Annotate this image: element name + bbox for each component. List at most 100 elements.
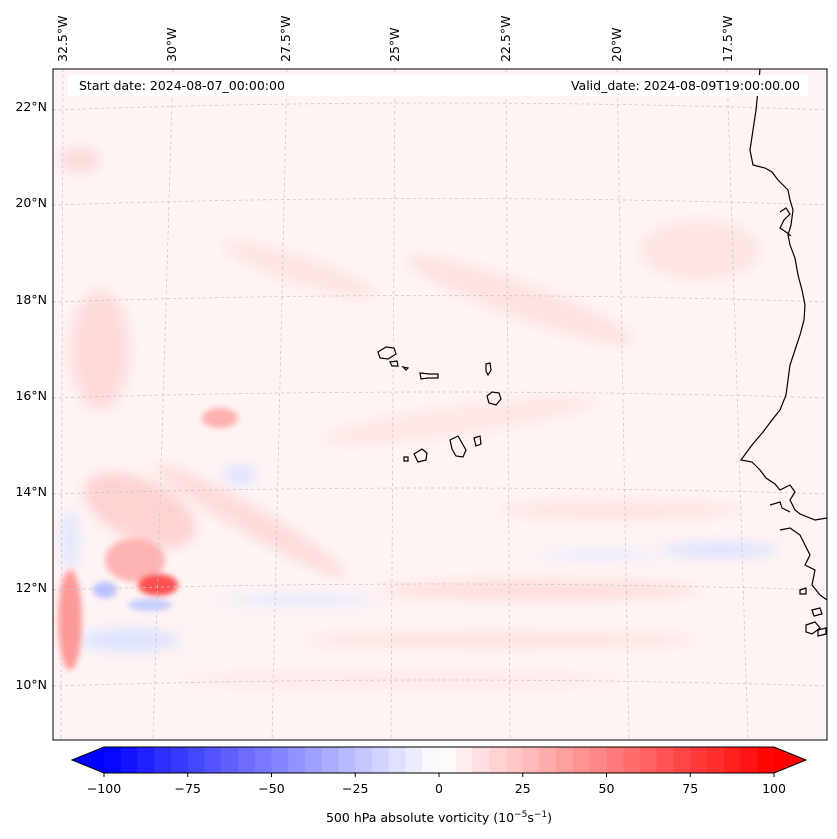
map-area [53, 69, 827, 740]
gridline-lat-10 [53, 679, 827, 687]
island-sao-vicente [389, 360, 399, 367]
gridline-lon-20 [616, 69, 630, 740]
colorbar: −100 −75 −50 −25 0 25 50 75 100 500 hPa absolute… [70, 746, 808, 825]
gridline-lon-25 [390, 69, 396, 740]
colorbar-segment [104, 747, 122, 773]
colorbar-segment [573, 747, 591, 773]
colorbar-segment [556, 747, 574, 773]
coastline-bijagos-3 [805, 621, 821, 635]
gridline-lon-27-5 [271, 69, 288, 740]
colorbar-extend-min [72, 747, 104, 773]
colorbar-segment [623, 747, 641, 773]
colorbar-segment [321, 747, 340, 773]
valid-date-label: Valid_date: 2024-08-09T19:00:00.00 [571, 78, 800, 93]
colorbar-segment [640, 747, 658, 773]
colorbar-label: 500 hPa absolute vorticity (10−5s−1) [326, 810, 552, 825]
colorbar-segment [254, 747, 273, 773]
lon-tick-20: 20°W [609, 27, 624, 62]
lon-tick-labels: 32.5°W 30°W 27.5°W 25°W 22.5°W 20°W 17.5… [55, 16, 735, 62]
colorbar-segment [606, 747, 624, 773]
lat-tick-14: 14°N [15, 484, 47, 499]
colorbar-segment [372, 747, 390, 773]
island-sal [485, 362, 492, 377]
gridline-lat-16 [53, 391, 827, 399]
colorbar-segment [154, 747, 172, 773]
colorbar-ticks: −100 −75 −50 −25 0 25 50 75 100 [87, 773, 786, 796]
island-santiago [449, 435, 467, 458]
lat-tick-10: 10°N [15, 677, 47, 692]
colorbar-segment [137, 747, 155, 773]
lon-tick-22-5: 22.5°W [498, 16, 513, 62]
map-background [53, 69, 827, 740]
colorbar-segment [740, 747, 758, 773]
coastline-dakhla-bay [779, 207, 792, 237]
vorticity-strong [58, 408, 238, 670]
lon-tick-17-5: 17.5°W [720, 16, 735, 62]
gridline-lat-20 [53, 198, 827, 206]
island-maio [473, 435, 482, 447]
colorbar-segment [522, 747, 541, 773]
colorbar-segment [472, 747, 490, 773]
lat-tick-12: 12°N [15, 580, 47, 595]
colorbar-segment [656, 747, 675, 773]
colorbar-segment [690, 747, 708, 773]
vorticity-weak-positive [60, 148, 760, 688]
coastline-bijagos-4 [817, 627, 827, 637]
lat-tick-22: 22°N [15, 99, 47, 114]
colorbar-tick-label: 0 [435, 781, 443, 796]
colorbar-segment [221, 747, 239, 773]
colorbar-segment [422, 747, 440, 773]
coastline-guinea-bissau [779, 527, 827, 601]
colorbar-tick-label: −50 [258, 781, 284, 796]
coastline-gambia [769, 501, 791, 513]
island-brava [403, 456, 409, 462]
coastline-bijagos-1 [799, 587, 807, 595]
island-santa-luzia [401, 366, 410, 371]
colorbar-segment [539, 747, 557, 773]
lat-tick-18: 18°N [15, 292, 47, 307]
cabo-verde-islands [377, 346, 502, 463]
colorbar-tick-label: 100 [762, 781, 786, 796]
colorbar-segment [455, 747, 474, 773]
colorbar-tick-label: 50 [599, 781, 615, 796]
colorbar-segment [723, 747, 742, 773]
colorbar-tick-label: 25 [515, 781, 531, 796]
colorbar-segment [171, 747, 189, 773]
colorbar-segment [589, 747, 608, 773]
lon-tick-25: 25°W [387, 27, 402, 62]
start-date-label: Start date: 2024-08-07_00:00:00 [79, 78, 285, 93]
colorbar-segment [506, 747, 524, 773]
colorbar-segment [238, 747, 256, 773]
island-sao-nicolau [419, 372, 439, 380]
gridline-lat-12 [53, 583, 827, 591]
colorbar-tick-label: 75 [682, 781, 698, 796]
gridline-lon-17-5 [726, 69, 749, 740]
island-fogo [413, 448, 428, 463]
colorbar-segments [72, 747, 806, 773]
colorbar-segment [204, 747, 222, 773]
lon-tick-32-5: 32.5°W [55, 16, 70, 62]
lat-tick-labels: 22°N 20°N 18°N 16°N 14°N 12°N 10°N [15, 99, 47, 692]
colorbar-segment [757, 747, 775, 773]
colorbar-segment [673, 747, 691, 773]
colorbar-segment [489, 747, 507, 773]
colorbar-extend-max [774, 747, 806, 773]
colorbar-segment [288, 747, 306, 773]
colorbar-segment [388, 747, 407, 773]
gridline-lat-22 [53, 102, 827, 111]
gridline-lon-32-5 [60, 69, 64, 740]
gridline-lat-18 [53, 295, 827, 303]
colorbar-tick-label: −25 [342, 781, 368, 796]
colorbar-tick-label: −75 [175, 781, 201, 796]
island-boa-vista [486, 391, 502, 406]
coastline [739, 69, 827, 637]
colorbar-segment [338, 747, 356, 773]
colorbar-segment [187, 747, 206, 773]
colorbar-segment [439, 747, 457, 773]
gridline-lon-22-5 [505, 69, 511, 740]
colorbar-segment [120, 747, 139, 773]
colorbar-segment [355, 747, 373, 773]
vorticity-weak-negative [60, 465, 780, 652]
gridline-lat-14 [53, 487, 827, 495]
